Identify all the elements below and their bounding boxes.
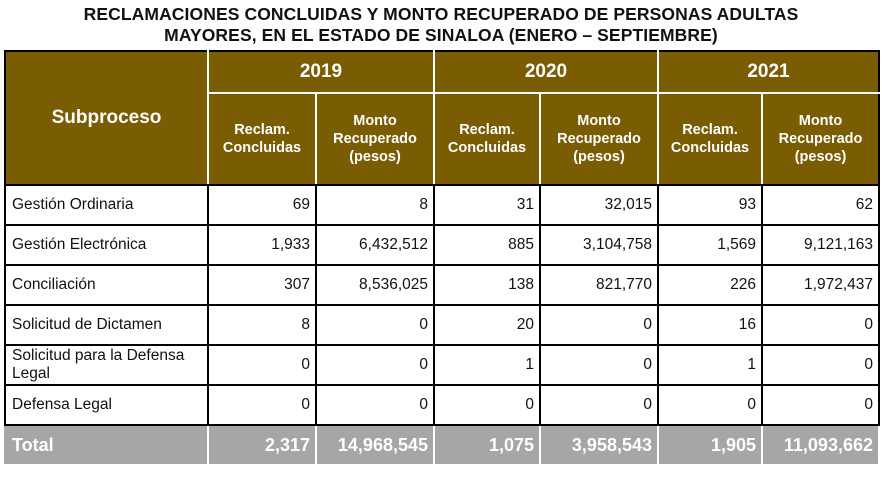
- cell-value: 226: [657, 264, 763, 306]
- cell-value: 93: [657, 184, 763, 226]
- cell-value: 138: [433, 264, 541, 306]
- table-row: Gestión Electrónica 1,933 6,432,512 885 …: [4, 224, 880, 266]
- cell-value: 1,972,437: [761, 264, 880, 306]
- total-row: Total 2,317 14,968,545 1,075 3,958,543 1…: [4, 424, 880, 466]
- row-label: Gestión Ordinaria: [4, 184, 209, 226]
- data-table: Subproceso 2019 2020 2021 Reclam. Conclu…: [4, 50, 880, 466]
- cell-value: 9,121,163: [761, 224, 880, 266]
- cell-value: 307: [207, 264, 317, 306]
- cell-value: 32,015: [539, 184, 659, 226]
- cell-value: 1,569: [657, 224, 763, 266]
- total-value: 1,905: [657, 424, 763, 466]
- total-value: 1,075: [433, 424, 541, 466]
- cell-value: 0: [761, 344, 880, 386]
- row-label: Conciliación: [4, 264, 209, 306]
- row-label: Solicitud de Dictamen: [4, 304, 209, 346]
- cell-value: 0: [207, 384, 317, 426]
- title-line-1: RECLAMACIONES CONCLUIDAS Y MONTO RECUPER…: [83, 4, 799, 24]
- cell-value: 0: [315, 344, 435, 386]
- header-year-2019: 2019: [207, 50, 435, 94]
- cell-value: 16: [657, 304, 763, 346]
- table-row: Conciliación 307 8,536,025 138 821,770 2…: [4, 264, 880, 306]
- cell-value: 8: [315, 184, 435, 226]
- total-value: 14,968,545: [315, 424, 435, 466]
- row-label: Gestión Electrónica: [4, 224, 209, 266]
- header-monto-2020: Monto Recuperado (pesos): [539, 92, 659, 186]
- header-monto-2021: Monto Recuperado (pesos): [761, 92, 880, 186]
- table-row: Gestión Ordinaria 69 8 31 32,015 93 62: [4, 184, 880, 226]
- cell-value: 0: [761, 304, 880, 346]
- cell-value: 0: [761, 384, 880, 426]
- cell-value: 3,104,758: [539, 224, 659, 266]
- cell-value: 0: [315, 304, 435, 346]
- cell-value: 8: [207, 304, 317, 346]
- cell-value: 0: [657, 384, 763, 426]
- cell-value: 885: [433, 224, 541, 266]
- cell-value: 8,536,025: [315, 264, 435, 306]
- header-reclam-2021: Reclam. Concluidas: [657, 92, 763, 186]
- total-value: 11,093,662: [761, 424, 880, 466]
- total-value: 3,958,543: [539, 424, 659, 466]
- total-value: 2,317: [207, 424, 317, 466]
- header-subproceso: Subproceso: [4, 50, 209, 186]
- cell-value: 0: [207, 344, 317, 386]
- row-label: Solicitud para la Defensa Legal: [4, 344, 209, 386]
- cell-value: 0: [539, 304, 659, 346]
- cell-value: 1: [433, 344, 541, 386]
- cell-value: 821,770: [539, 264, 659, 306]
- cell-value: 69: [207, 184, 317, 226]
- table-row: Defensa Legal 0 0 0 0 0 0: [4, 384, 880, 426]
- cell-value: 0: [433, 384, 541, 426]
- cell-value: 62: [761, 184, 880, 226]
- cell-value: 0: [539, 344, 659, 386]
- cell-value: 0: [315, 384, 435, 426]
- row-label: Defensa Legal: [4, 384, 209, 426]
- header-year-2020: 2020: [433, 50, 659, 94]
- header-reclam-2019: Reclam. Concluidas: [207, 92, 317, 186]
- cell-value: 31: [433, 184, 541, 226]
- header-reclam-2020: Reclam. Concluidas: [433, 92, 541, 186]
- cell-value: 1: [657, 344, 763, 386]
- cell-value: 1,933: [207, 224, 317, 266]
- header-year-2021: 2021: [657, 50, 880, 94]
- cell-value: 0: [539, 384, 659, 426]
- total-label: Total: [4, 424, 209, 466]
- header-monto-2019: Monto Recuperado (pesos): [315, 92, 435, 186]
- table-title: RECLAMACIONES CONCLUIDAS Y MONTO RECUPER…: [0, 4, 882, 46]
- cell-value: 6,432,512: [315, 224, 435, 266]
- cell-value: 20: [433, 304, 541, 346]
- title-line-2: MAYORES, EN EL ESTADO DE SINALOA (ENERO …: [164, 25, 718, 45]
- table-row: Solicitud de Dictamen 8 0 20 0 16 0: [4, 304, 880, 346]
- table-row: Solicitud para la Defensa Legal 0 0 1 0 …: [4, 344, 880, 386]
